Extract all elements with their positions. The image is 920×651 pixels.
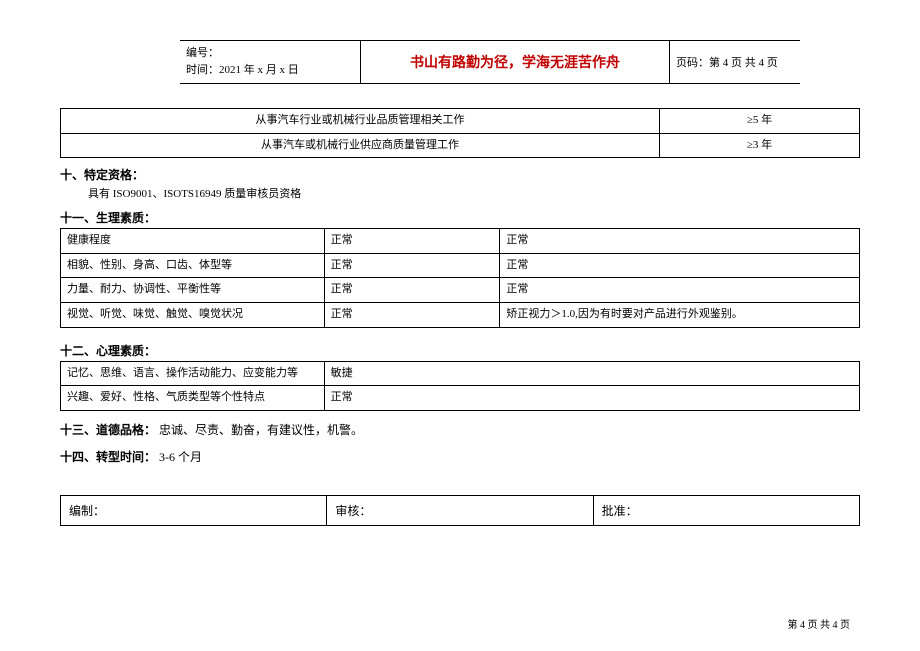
signature-table: 编制： 审核： 批准： [60,495,860,526]
sec11-title: 十一、生理素质： [60,209,860,226]
sec13: 十三、道德品格： 忠诚、尽责、勤奋，有建议性，机警。 [60,421,860,438]
sec12-title: 十二、心理素质： [60,342,860,359]
sec10-content: 具有 ISO9001、ISOTS16949 质量审核员资格 [88,185,860,201]
table-row: 从事汽车行业或机械行业品质管理相关工作 ≥5 年 [61,109,860,134]
exp-years-1: ≥3 年 [660,133,860,158]
bianhao-label: 编号： [186,47,219,59]
sec13-label: 十三、道德品格： [60,423,156,437]
header-left: 编号： 时间：2021 年 x 月 x 日 [180,41,360,83]
phys-c1-3: 视觉、听觉、味觉、触觉、嗅觉状况 [61,302,325,327]
table-row: 相貌、性别、身高、口齿、体型等 正常 正常 [61,253,860,278]
table-row: 从事汽车或机械行业供应商质量管理工作 ≥3 年 [61,133,860,158]
sec14-value: 3-6 个月 [159,450,202,464]
phys-c1-2: 力量、耐力、协调性、平衡性等 [61,278,325,303]
sig-shenhe: 审核： [327,495,593,525]
physiology-table: 健康程度 正常 正常 相貌、性别、身高、口齿、体型等 正常 正常 力量、耐力、协… [60,228,860,327]
header-box: 编号： 时间：2021 年 x 月 x 日 书山有路勤为径，学海无涯苦作舟 页码… [180,40,800,84]
shijian-label: 时间： [186,64,219,76]
psych-c1-0: 记忆、思维、语言、操作活动能力、应变能力等 [61,361,325,386]
table-row: 力量、耐力、协调性、平衡性等 正常 正常 [61,278,860,303]
table-row: 编制： 审核： 批准： [61,495,860,525]
psych-c2-1: 正常 [324,386,859,411]
exp-desc-0: 从事汽车行业或机械行业品质管理相关工作 [61,109,660,134]
sig-bianzhi: 编制： [61,495,327,525]
table-row: 记忆、思维、语言、操作活动能力、应变能力等 敏捷 [61,361,860,386]
exp-desc-1: 从事汽车或机械行业供应商质量管理工作 [61,133,660,158]
exp-years-0: ≥5 年 [660,109,860,134]
content-area: 从事汽车行业或机械行业品质管理相关工作 ≥5 年 从事汽车或机械行业供应商质量管… [60,108,860,526]
header-page-label: 页码：第 4 页 共 4 页 [670,41,800,83]
phys-c3-1: 正常 [500,253,860,278]
psychology-table: 记忆、思维、语言、操作活动能力、应变能力等 敏捷 兴趣、爱好、性格、气质类型等个… [60,361,860,411]
sec10-title: 十、特定资格： [60,166,860,183]
phys-c2-1: 正常 [324,253,500,278]
phys-c3-0: 正常 [500,229,860,254]
phys-c3-3: 矫正视力＞1.0,因为有时要对产品进行外观鉴别。 [500,302,860,327]
table-row: 兴趣、爱好、性格、气质类型等个性特点 正常 [61,386,860,411]
footer-page-number: 第 4 页 共 4 页 [788,616,851,631]
sec13-value: 忠诚、尽责、勤奋，有建议性，机警。 [159,423,363,437]
page-container: 编号： 时间：2021 年 x 月 x 日 书山有路勤为径，学海无涯苦作舟 页码… [0,0,920,546]
table-row: 视觉、听觉、味觉、触觉、嗅觉状况 正常 矫正视力＞1.0,因为有时要对产品进行外… [61,302,860,327]
phys-c1-1: 相貌、性别、身高、口齿、体型等 [61,253,325,278]
phys-c2-3: 正常 [324,302,500,327]
phys-c1-0: 健康程度 [61,229,325,254]
phys-c2-2: 正常 [324,278,500,303]
table-row: 健康程度 正常 正常 [61,229,860,254]
experience-table: 从事汽车行业或机械行业品质管理相关工作 ≥5 年 从事汽车或机械行业供应商质量管… [60,108,860,158]
header-center-motto: 书山有路勤为径，学海无涯苦作舟 [360,41,670,83]
shijian-value: 2021 年 x 月 x 日 [219,64,299,76]
sig-pizhun: 批准： [593,495,859,525]
psych-c1-1: 兴趣、爱好、性格、气质类型等个性特点 [61,386,325,411]
psych-c2-0: 敏捷 [324,361,859,386]
sec14-label: 十四、转型时间： [60,450,156,464]
phys-c2-0: 正常 [324,229,500,254]
phys-c3-2: 正常 [500,278,860,303]
sec14: 十四、转型时间： 3-6 个月 [60,448,860,465]
